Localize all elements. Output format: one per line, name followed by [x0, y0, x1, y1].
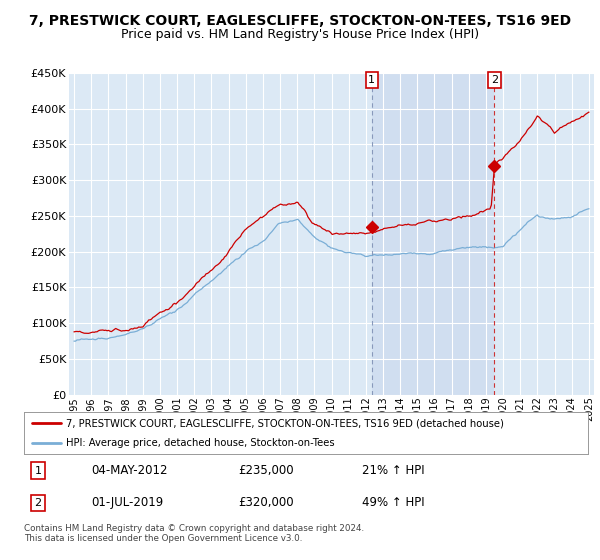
- Text: 7, PRESTWICK COURT, EAGLESCLIFFE, STOCKTON-ON-TEES, TS16 9ED (detached house): 7, PRESTWICK COURT, EAGLESCLIFFE, STOCKT…: [66, 418, 504, 428]
- Text: 1: 1: [368, 75, 376, 85]
- Text: £320,000: £320,000: [238, 496, 294, 509]
- Text: Price paid vs. HM Land Registry's House Price Index (HPI): Price paid vs. HM Land Registry's House …: [121, 28, 479, 41]
- Text: 49% ↑ HPI: 49% ↑ HPI: [362, 496, 425, 509]
- Text: 1: 1: [35, 465, 41, 475]
- Text: Contains HM Land Registry data © Crown copyright and database right 2024.
This d: Contains HM Land Registry data © Crown c…: [24, 524, 364, 543]
- Text: 04-MAY-2012: 04-MAY-2012: [92, 464, 168, 477]
- Text: 01-JUL-2019: 01-JUL-2019: [92, 496, 164, 509]
- Bar: [372, 73, 494, 395]
- Text: HPI: Average price, detached house, Stockton-on-Tees: HPI: Average price, detached house, Stoc…: [66, 438, 335, 448]
- Text: 21% ↑ HPI: 21% ↑ HPI: [362, 464, 425, 477]
- Text: 2: 2: [491, 75, 498, 85]
- Text: £235,000: £235,000: [238, 464, 294, 477]
- Text: 2: 2: [35, 498, 41, 508]
- Text: 7, PRESTWICK COURT, EAGLESCLIFFE, STOCKTON-ON-TEES, TS16 9ED: 7, PRESTWICK COURT, EAGLESCLIFFE, STOCKT…: [29, 14, 571, 28]
